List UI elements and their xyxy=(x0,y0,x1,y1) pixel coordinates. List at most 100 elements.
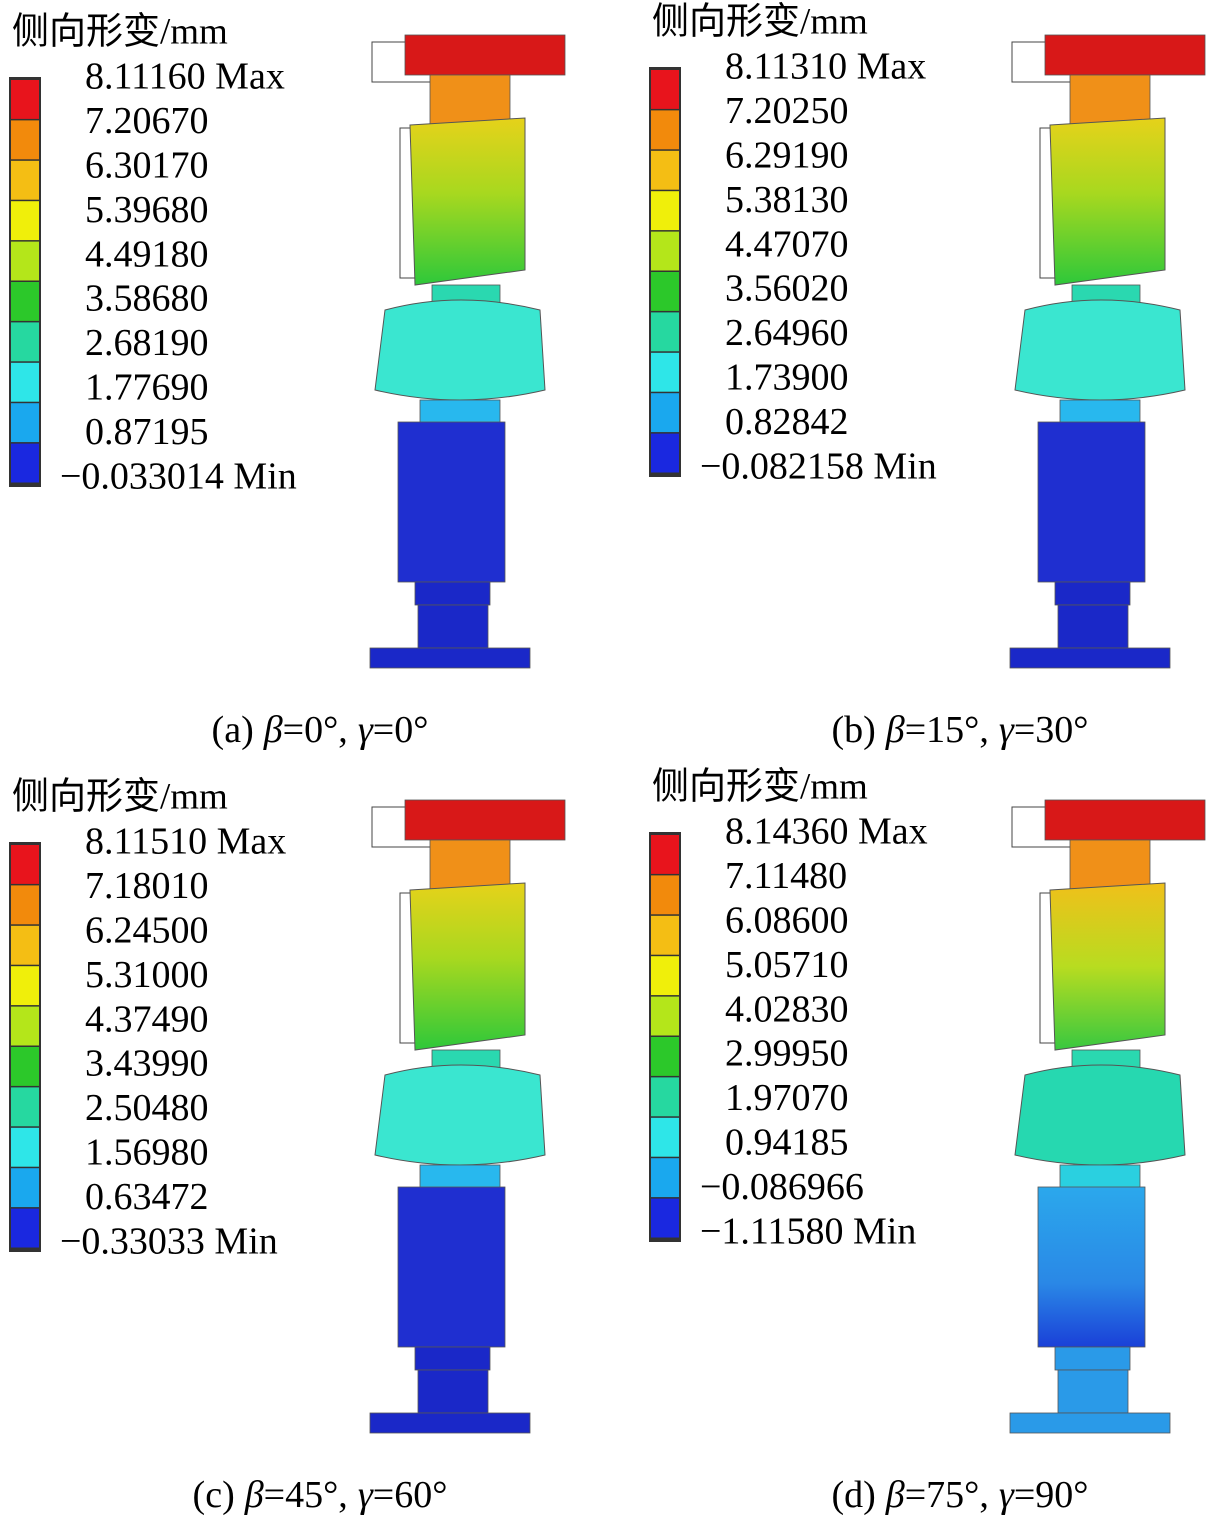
model-top xyxy=(1044,34,1206,76)
caption: (b) β=15°, γ=30° xyxy=(831,709,1088,751)
model-foot xyxy=(369,647,531,669)
panel: 侧向形变/mm8.14360 Max7.114806.086005.057104… xyxy=(649,765,1206,1516)
legend-label: 3.43990 xyxy=(85,1043,209,1085)
model xyxy=(369,799,566,1434)
colorbar-band xyxy=(651,191,679,231)
legend-title: 侧向形变/mm xyxy=(652,765,868,807)
colorbar-band xyxy=(651,272,679,311)
legend-label: 7.18010 xyxy=(85,865,209,907)
model-neck xyxy=(1069,74,1151,126)
legend-label: 4.37490 xyxy=(85,998,209,1040)
colorbar-band xyxy=(11,1208,39,1248)
caption-symbol: γ xyxy=(358,1474,374,1516)
colorbar-band xyxy=(651,835,679,874)
colorbar-band xyxy=(651,1077,679,1117)
panel: 侧向形变/mm8.11510 Max7.180106.245005.310004… xyxy=(9,775,566,1516)
model-neck xyxy=(429,74,511,126)
caption-value: =0° xyxy=(373,709,429,751)
legend-label: 0.87195 xyxy=(85,411,209,453)
legend-label: 4.02830 xyxy=(725,988,849,1030)
legend-label: 8.11310 Max xyxy=(725,46,926,88)
caption-symbol: β xyxy=(244,1474,264,1516)
legend-label: 3.58680 xyxy=(85,278,209,320)
legend-label: 8.11510 Max xyxy=(85,821,286,863)
legend-label: 0.94185 xyxy=(725,1122,849,1164)
model-base xyxy=(417,1369,489,1414)
legend-label: 0.63472 xyxy=(85,1176,209,1218)
legend-label: 5.05710 xyxy=(725,944,849,986)
caption-symbol: β xyxy=(885,709,905,751)
panel: 侧向形变/mm8.11310 Max7.202506.291905.381304… xyxy=(649,0,1206,751)
model-neck xyxy=(1054,1346,1131,1371)
model-lower-box xyxy=(397,1186,506,1348)
colorbar-band xyxy=(651,393,679,433)
model-base xyxy=(1057,1369,1129,1414)
model xyxy=(369,34,566,669)
colorbar-band xyxy=(651,1158,679,1198)
colorbar-band xyxy=(11,845,39,884)
model-disc xyxy=(1014,1064,1186,1166)
model-neck xyxy=(1069,839,1151,891)
model-foot xyxy=(369,1412,531,1434)
colorbar-band xyxy=(651,1117,679,1157)
legend-label: −1.11580 Min xyxy=(700,1210,916,1252)
colorbar-band xyxy=(651,110,679,150)
colorbar-band xyxy=(651,956,679,996)
colorbar-band xyxy=(11,241,39,281)
colorbar-band xyxy=(11,1168,39,1208)
legend-label: 4.49180 xyxy=(85,233,209,275)
colorbar-band xyxy=(651,150,679,190)
panel: 侧向形变/mm8.11160 Max7.206706.301705.396804… xyxy=(9,10,566,751)
legend-title: 侧向形变/mm xyxy=(652,0,868,42)
colorbar-band xyxy=(651,70,679,109)
legend-label: 7.20670 xyxy=(85,100,209,142)
legend-title: 侧向形变/mm xyxy=(12,775,228,817)
caption-value: =15°, xyxy=(905,709,989,751)
caption-symbol: β xyxy=(885,1474,905,1516)
model-neck xyxy=(1059,399,1141,426)
model-base xyxy=(1057,604,1129,649)
model-top xyxy=(1044,799,1206,841)
legend-label: 4.47070 xyxy=(725,223,849,265)
colorbar-band xyxy=(651,875,679,915)
model-neck xyxy=(414,581,491,606)
legend-label: 5.39680 xyxy=(85,189,209,231)
colorbar-band xyxy=(11,322,39,362)
colorbar-band xyxy=(651,996,679,1036)
colorbar-band xyxy=(651,915,679,955)
model-disc xyxy=(374,299,546,401)
colorbar-band xyxy=(11,443,39,483)
caption-value: =30° xyxy=(1014,709,1089,751)
model-lower-box xyxy=(397,421,506,583)
colorbar-band xyxy=(11,966,39,1006)
legend-label: 6.24500 xyxy=(85,910,209,952)
legend-label: −0.033014 Min xyxy=(60,455,297,497)
legend-label: 0.82842 xyxy=(725,401,849,443)
colorbar-band xyxy=(11,1127,39,1167)
legend-label: 6.30170 xyxy=(85,145,209,187)
colorbar-band xyxy=(651,312,679,352)
legend-label: 1.77690 xyxy=(85,367,209,409)
caption-symbol: γ xyxy=(358,709,374,751)
model-upper-box xyxy=(409,882,526,1051)
colorbar-band xyxy=(11,160,39,200)
caption-label: (b) xyxy=(831,709,875,751)
model-base xyxy=(417,604,489,649)
colorbar-band xyxy=(11,201,39,241)
model-neck xyxy=(1059,1164,1141,1191)
caption-value: =45°, xyxy=(264,1474,348,1516)
colorbar-band xyxy=(651,433,679,473)
colorbar-band xyxy=(651,352,679,392)
caption-symbol: β xyxy=(263,709,283,751)
model-upper-box xyxy=(409,117,526,286)
legend-label: 8.11160 Max xyxy=(85,56,285,98)
legend-label: −0.086966 xyxy=(700,1166,864,1208)
caption-symbol: γ xyxy=(999,1474,1015,1516)
colorbar-band xyxy=(11,120,39,160)
caption: (a) β=0°, γ=0° xyxy=(212,709,429,751)
colorbar-band xyxy=(11,282,39,321)
model-top xyxy=(404,34,566,76)
legend-label: 2.99950 xyxy=(725,1033,849,1075)
colorbar-band xyxy=(11,403,39,443)
